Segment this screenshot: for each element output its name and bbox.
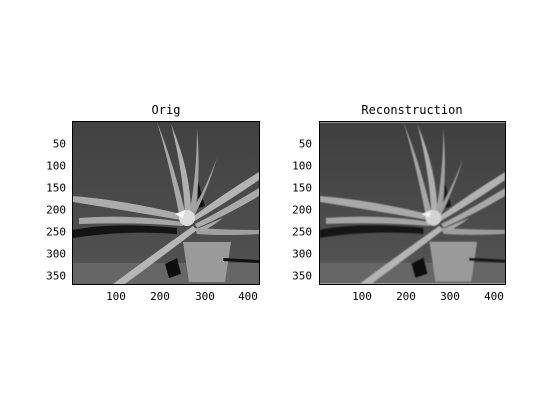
left-ytick: 300 [46, 247, 66, 261]
right-ytick: 350 [292, 269, 312, 283]
right-ytick: 50 [298, 137, 312, 151]
right-xtick: 400 [484, 290, 504, 303]
left-xtick: 100 [106, 290, 126, 303]
right-xtick: 300 [440, 290, 460, 303]
left-axes [72, 121, 260, 285]
reconstruction-image [320, 122, 505, 284]
left-ytick: 200 [46, 203, 66, 217]
left-xtick: 200 [150, 290, 170, 303]
left-ytick: 100 [46, 159, 66, 173]
left-ytick: 50 [52, 137, 66, 151]
left-ytick: 150 [46, 181, 66, 195]
right-ytick: 300 [292, 247, 312, 261]
right-ytick: 100 [292, 159, 312, 173]
right-ytick: 150 [292, 181, 312, 195]
left-ytick: 350 [46, 269, 66, 283]
left-ytick: 250 [46, 225, 66, 239]
left-xtick: 400 [238, 290, 258, 303]
right-title: Reconstruction [361, 103, 463, 117]
orig-image [73, 122, 259, 284]
left-title: Orig [151, 103, 181, 117]
right-xtick: 100 [352, 290, 372, 303]
right-ytick: 250 [292, 225, 312, 239]
right-axes [319, 121, 506, 285]
right-ytick: 200 [292, 203, 312, 217]
left-xtick: 300 [195, 290, 215, 303]
right-xtick: 200 [396, 290, 416, 303]
